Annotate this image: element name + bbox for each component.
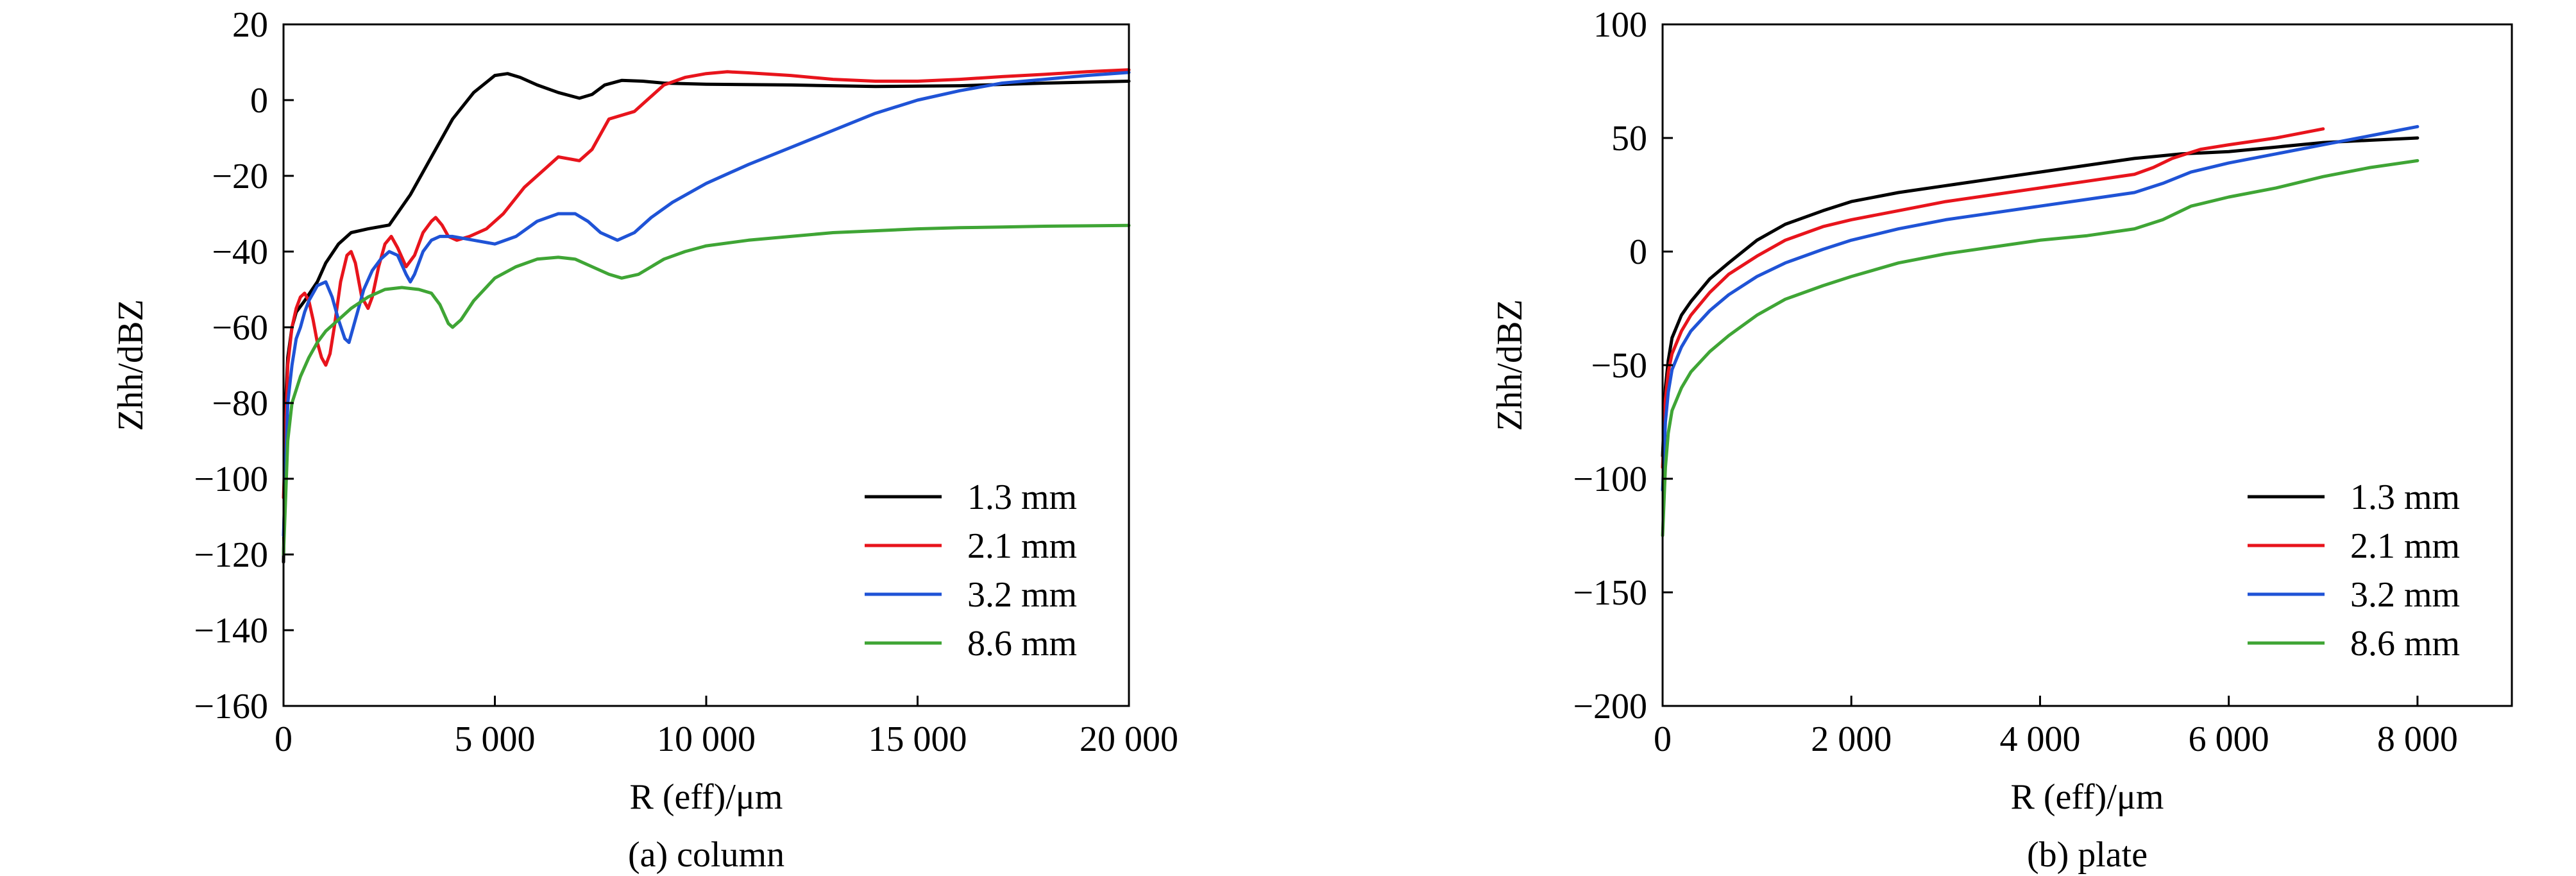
x-tick-label: 5 000: [455, 719, 536, 759]
y-tick-label: 100: [1593, 5, 1647, 45]
legend-label: 8.6 mm: [967, 624, 1077, 664]
x-tick-label: 8 000: [2377, 719, 2458, 759]
x-axis-label: R (eff)/μm: [2011, 777, 2164, 817]
legend-label: 1.3 mm: [967, 477, 1077, 517]
series-line-3-2-mm: [282, 71, 1131, 537]
x-tick-label: 2 000: [1811, 719, 1892, 759]
series-line-8-6-mm: [282, 223, 1131, 556]
x-tick-label: 0: [275, 719, 292, 759]
y-axis-label: Zhh/dBZ: [1490, 299, 1530, 431]
legend-label: 1.3 mm: [2350, 477, 2460, 517]
y-tick-label: −50: [1591, 346, 1647, 386]
chart-panel-plate: 0 2 000 4 000 6 000 8 000 −200 −150 −100 −50 0 50 1…: [1490, 5, 2513, 875]
y-tick-label: −120: [194, 535, 268, 575]
y-tick-label: −60: [212, 308, 268, 348]
legend-label: 2.1 mm: [2350, 526, 2460, 566]
series-line-1-3-mm: [282, 72, 1131, 564]
y-tick-label: −140: [194, 611, 268, 651]
x-axis-label: R (eff)/μm: [630, 777, 783, 817]
x-tick-label: 6 000: [2189, 719, 2269, 759]
y-tick-label: 50: [1611, 119, 1647, 159]
y-tick-label: 0: [1629, 232, 1647, 272]
chart-caption: (b) plate: [2027, 835, 2148, 875]
y-tick-label: −40: [212, 232, 268, 272]
legend: 1.3 mm 2.1 mm 3.2 mm 8.6 mm: [865, 477, 1077, 664]
chart-caption: (a) column: [628, 835, 784, 875]
x-tick-label: 20 000: [1080, 719, 1178, 759]
y-tick-label: −100: [194, 459, 268, 499]
legend-label: 8.6 mm: [2350, 624, 2460, 664]
x-tick-label: 15 000: [869, 719, 967, 759]
series-line-8-6-mm: [1661, 159, 2419, 537]
legend: 1.3 mm 2.1 mm 3.2 mm 8.6 mm: [2248, 477, 2460, 664]
series-line-1-3-mm: [1661, 136, 2419, 458]
series-line-2-1-mm: [1661, 127, 2325, 469]
legend-label: 3.2 mm: [967, 575, 1077, 615]
y-axis-label: Zhh/dBZ: [111, 299, 151, 431]
y-tick-label: −160: [194, 687, 268, 726]
legend-label: 3.2 mm: [2350, 575, 2460, 615]
chart-panel-column: 0 5 000 10 000 15 000 20 000 −160 −140 −120 −100…: [111, 5, 1178, 875]
y-tick-label: 20: [232, 5, 268, 45]
y-tick-label: −80: [212, 384, 268, 424]
series-line-3-2-mm: [1661, 125, 2419, 492]
y-tick-label: −20: [212, 157, 268, 196]
y-tick-label: −100: [1573, 459, 1647, 499]
x-tick-label: 4 000: [1999, 719, 2080, 759]
x-tick-label: 10 000: [657, 719, 756, 759]
legend-label: 2.1 mm: [967, 526, 1077, 566]
y-tick-label: −150: [1573, 573, 1647, 613]
x-tick-label: 0: [1654, 719, 1672, 759]
series-line-2-1-mm: [282, 68, 1131, 499]
y-tick-label: −200: [1573, 687, 1647, 726]
y-tick-label: 0: [250, 81, 268, 121]
